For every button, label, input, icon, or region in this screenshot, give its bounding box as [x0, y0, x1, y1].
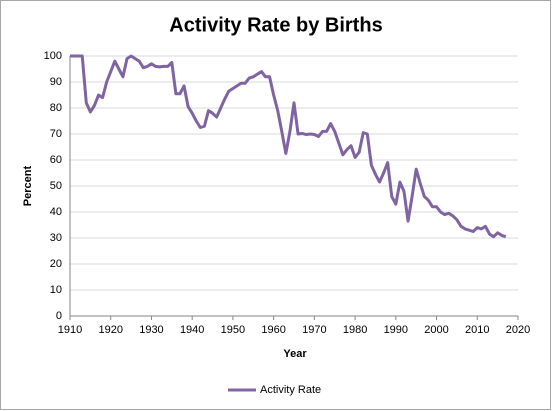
x-tick-label: 1950	[221, 324, 245, 336]
x-tick-label: 1930	[139, 324, 163, 336]
y-axis-label: Percent	[22, 165, 34, 206]
y-tick-label: 30	[50, 232, 62, 244]
data-line	[70, 54, 507, 239]
x-axis-label: Year	[283, 348, 307, 360]
y-tick-label: 50	[50, 180, 62, 192]
y-tick-label: 70	[50, 128, 62, 140]
chart-title: Activity Rate by Births	[169, 14, 382, 36]
y-tick-label: 10	[50, 284, 62, 296]
y-tick-label: 80	[50, 102, 62, 114]
y-tick-label: 90	[50, 76, 62, 88]
legend-label: Activity Rate	[260, 384, 321, 396]
x-tick-label: 1920	[98, 324, 122, 336]
y-tick-label: 20	[50, 258, 62, 270]
x-tick-label: 1910	[58, 324, 82, 336]
y-tick-label: 100	[44, 50, 62, 62]
x-tick-label: 1940	[180, 324, 204, 336]
x-tick-label: 1960	[261, 324, 285, 336]
x-tick-label: 1970	[302, 324, 326, 336]
y-tick-label: 40	[50, 206, 62, 218]
x-tick-label: 2010	[465, 324, 489, 336]
x-tick-label: 2020	[506, 324, 530, 336]
y-tick-label: 0	[56, 310, 62, 322]
x-tick-label: 1990	[384, 324, 408, 336]
y-tick-label: 60	[50, 154, 62, 166]
x-tick-label: 1980	[343, 324, 367, 336]
x-tick-label: 2000	[424, 324, 448, 336]
